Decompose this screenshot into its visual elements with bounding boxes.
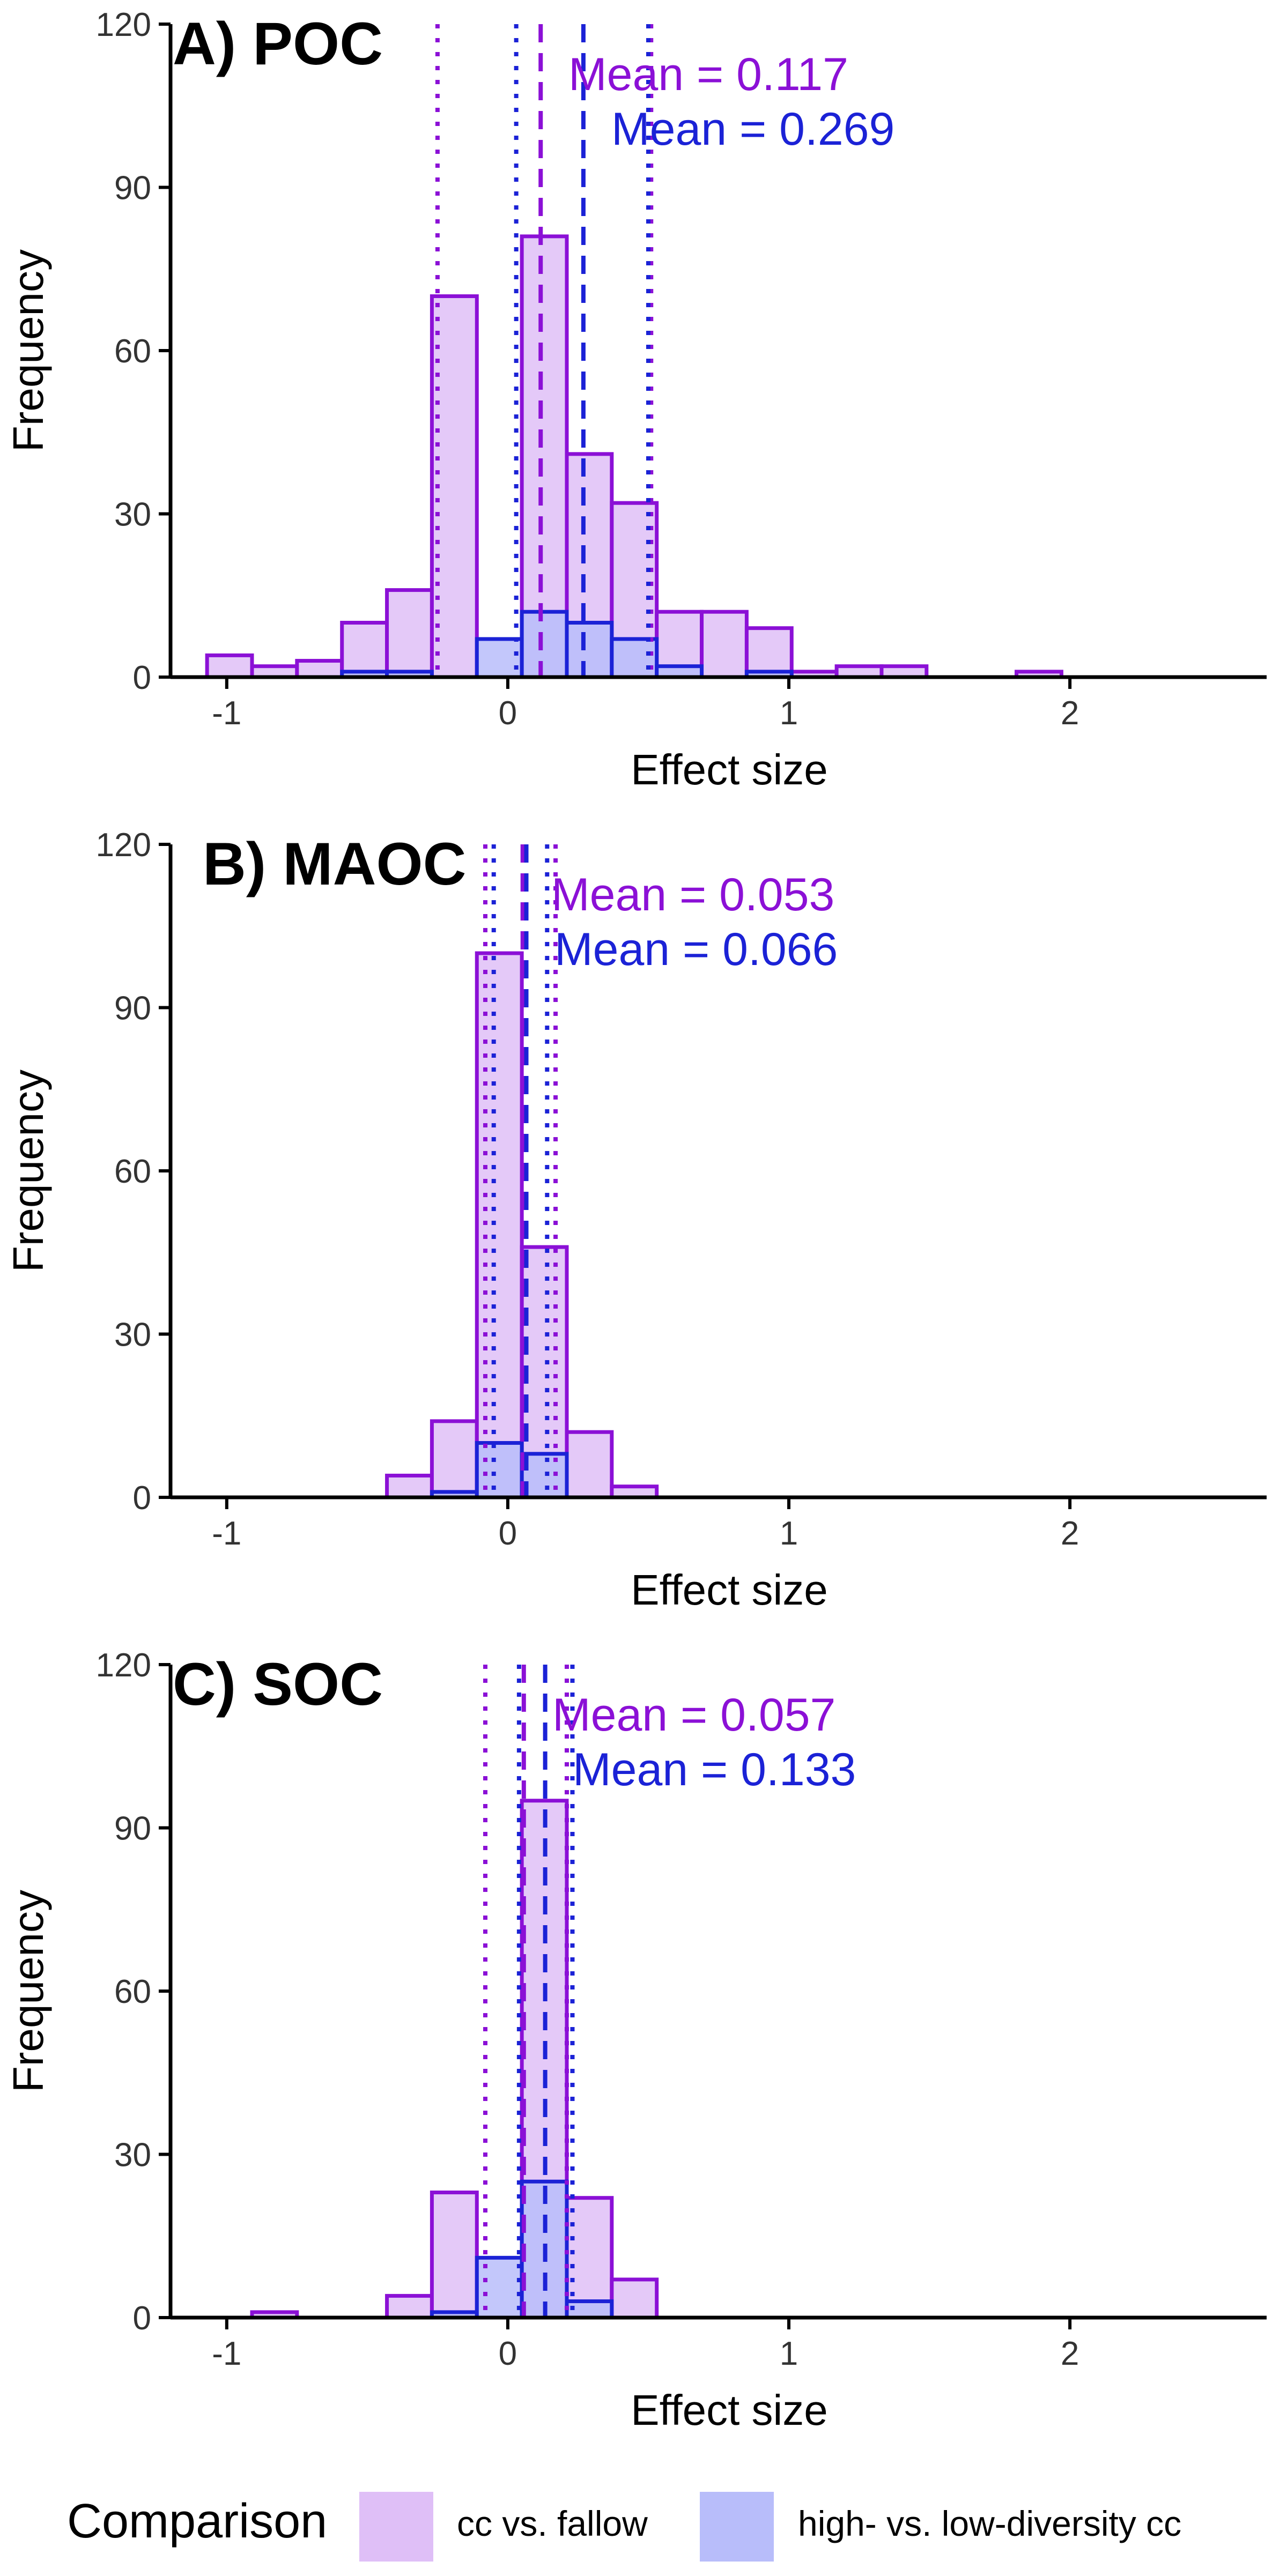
y-tick-label-poc-2: 60	[114, 333, 151, 370]
panel-title-poc: A) POC	[173, 10, 383, 77]
legend: Comparison cc vs. fallow high- vs. low-d…	[67, 2492, 1181, 2562]
bar-maoc-cc-2	[475, 951, 524, 1499]
mean-label-soc-hd: Mean = 0.133	[573, 1744, 856, 1795]
bar-poc-hd-4	[520, 610, 569, 679]
x-tick-label-soc-3: 2	[1061, 2335, 1079, 2372]
y-tick-label-maoc-1: 30	[114, 1317, 151, 1354]
y-tick-label-maoc-0: 0	[133, 1480, 151, 1517]
x-tick-label-maoc-2: 1	[780, 1515, 798, 1552]
bar-maoc-hd-2	[520, 1452, 569, 1499]
bar-soc-cc-4	[430, 2191, 479, 2320]
mean-label-poc-cc: Mean = 0.117	[568, 49, 848, 100]
bar-poc-hd-5	[565, 621, 614, 679]
bar-poc-cc-4	[385, 588, 434, 679]
mean-label-soc-cc: Mean = 0.057	[552, 1689, 835, 1741]
bar-poc-cc-12	[744, 626, 794, 679]
legend-title: Comparison	[67, 2495, 327, 2548]
y-axis-label-maoc: Frequency	[4, 1070, 52, 1272]
bar-soc-cc-3	[385, 2293, 434, 2320]
bar-maoc-cc-1	[430, 1419, 479, 1499]
bar-poc-cc-7	[520, 234, 569, 679]
x-tick-label-maoc-1: 0	[499, 1515, 517, 1552]
x-axis-label-poc: Effect size	[631, 746, 828, 793]
y-tick-label-poc-1: 30	[114, 496, 151, 533]
bar-poc-cc-2	[295, 659, 344, 679]
bar-poc-cc-3	[340, 621, 389, 679]
x-tick-label-poc-3: 2	[1061, 695, 1079, 732]
y-tick-label-soc-4: 120	[96, 1647, 151, 1684]
mean-label-poc-hd: Mean = 0.269	[611, 103, 894, 155]
bar-poc-cc-11	[700, 610, 749, 679]
y-tick-label-poc-3: 90	[114, 170, 151, 207]
y-tick-label-maoc-4: 120	[96, 827, 151, 864]
bar-poc-hd-3	[475, 637, 524, 679]
mean-label-maoc-hd: Mean = 0.066	[554, 924, 838, 975]
x-tick-label-poc-1: 0	[499, 695, 517, 732]
legend-key-high-vs-low-diversity	[700, 2492, 774, 2562]
x-axis-label-soc: Effect size	[631, 2386, 828, 2434]
panel-title-maoc: B) MAOC	[203, 830, 466, 897]
y-tick-label-maoc-3: 90	[114, 990, 151, 1027]
x-tick-label-soc-2: 1	[780, 2335, 798, 2372]
bar-soc-cc-8	[610, 2277, 659, 2320]
y-tick-label-soc-1: 30	[114, 2137, 151, 2174]
x-tick-label-soc-1: 0	[499, 2335, 517, 2372]
x-tick-label-poc-2: 1	[780, 695, 798, 732]
y-tick-label-soc-2: 60	[114, 1973, 151, 2010]
x-tick-label-soc-0: -1	[212, 2335, 241, 2372]
bar-maoc-cc-4	[565, 1430, 614, 1499]
y-tick-label-soc-0: 0	[133, 2300, 151, 2337]
legend-label-cc-vs-fallow: cc vs. fallow	[457, 2504, 648, 2543]
legend-key-cc-vs-fallow	[359, 2492, 433, 2562]
panel-title-soc: C) SOC	[173, 1651, 383, 1718]
x-tick-label-poc-0: -1	[212, 695, 241, 732]
y-axis-label-poc: Frequency	[4, 249, 52, 452]
bar-poc-hd-6	[610, 637, 659, 679]
x-axis-label-maoc: Effect size	[631, 1566, 828, 1614]
x-tick-label-maoc-0: -1	[212, 1515, 241, 1552]
legend-label-high-vs-low-diversity: high- vs. low-diversity cc	[798, 2504, 1181, 2543]
bar-poc-cc-0	[205, 653, 254, 679]
y-tick-label-poc-0: 0	[133, 659, 151, 696]
x-tick-label-maoc-3: 2	[1061, 1515, 1079, 1552]
y-tick-label-poc-4: 120	[96, 6, 151, 43]
y-tick-label-soc-3: 90	[114, 1810, 151, 1847]
mean-label-maoc-cc: Mean = 0.053	[551, 869, 834, 920]
bar-maoc-cc-0	[385, 1473, 434, 1499]
y-axis-label-soc: Frequency	[4, 1890, 52, 2092]
y-tick-label-maoc-2: 60	[114, 1153, 151, 1190]
